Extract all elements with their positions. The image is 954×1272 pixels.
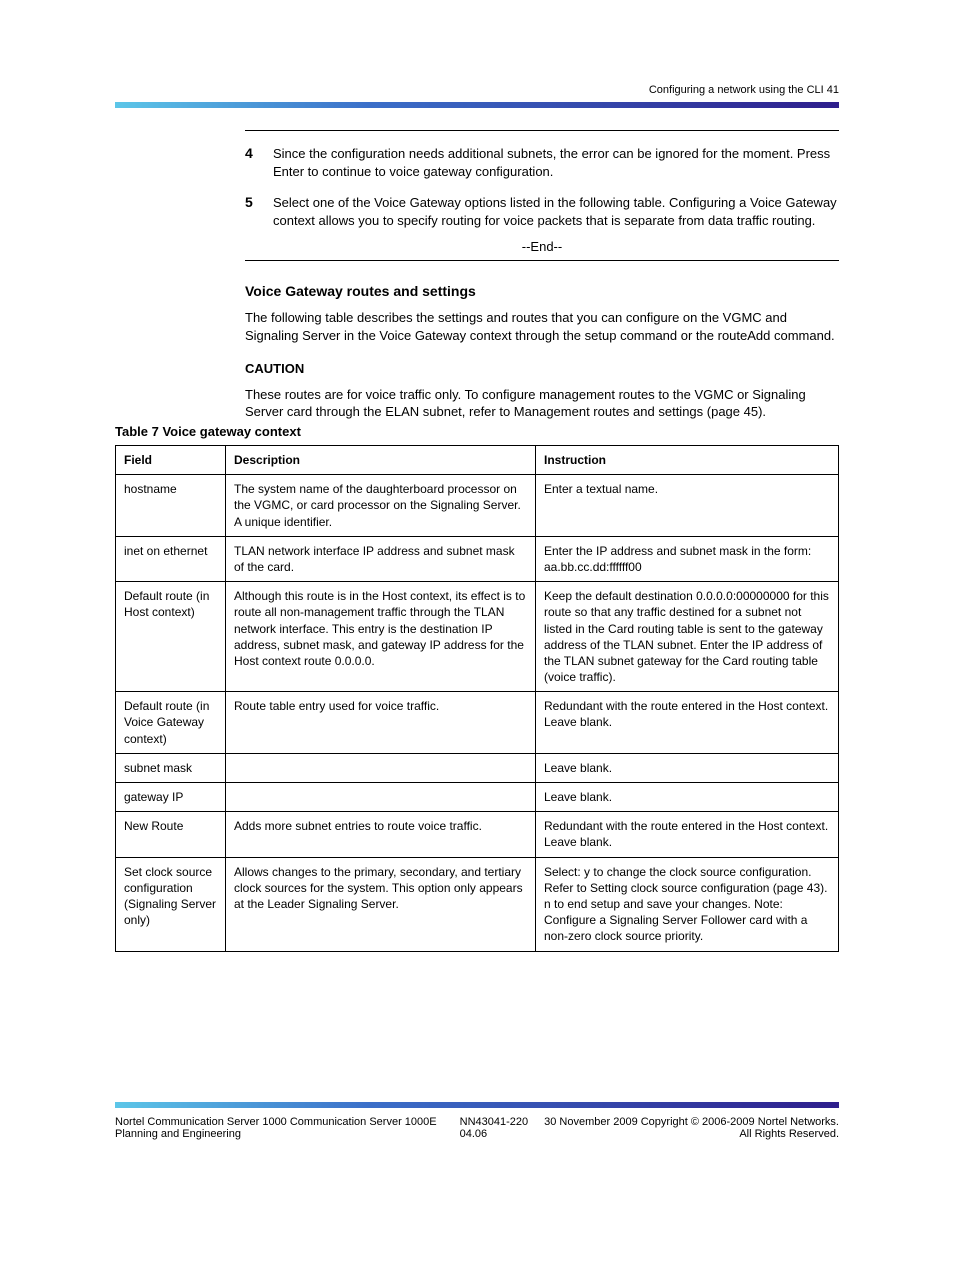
table-cell: Allows changes to the primary, secondary… bbox=[226, 857, 536, 951]
step-4-text: Since the configuration needs additional… bbox=[273, 145, 839, 180]
table-cell bbox=[226, 753, 536, 782]
table-row: Default route (in Host context)Although … bbox=[116, 582, 839, 692]
step-separator-top bbox=[245, 130, 839, 131]
table-cell: Leave blank. bbox=[536, 753, 839, 782]
table-row: Set clock source configuration (Signalin… bbox=[116, 857, 839, 951]
footer-left: Nortel Communication Server 1000 Communi… bbox=[115, 1116, 460, 1140]
caution-block: CAUTION These routes are for voice traff… bbox=[245, 360, 839, 421]
step-5: 5 Select one of the Voice Gateway option… bbox=[245, 194, 839, 229]
table-row: inet on ethernetTLAN network interface I… bbox=[116, 536, 839, 581]
table-cell: Set clock source configuration (Signalin… bbox=[116, 857, 226, 951]
end-marker: --End-- bbox=[245, 239, 839, 254]
table-cell bbox=[226, 783, 536, 812]
table-cell: Redundant with the route entered in the … bbox=[536, 812, 839, 857]
table-cell: subnet mask bbox=[116, 753, 226, 782]
footer-right: 30 November 2009 Copyright © 2006-2009 N… bbox=[535, 1116, 839, 1140]
step-separator-bottom bbox=[245, 260, 839, 261]
table-row: gateway IP Leave blank. bbox=[116, 783, 839, 812]
table-cell: Adds more subnet entries to route voice … bbox=[226, 812, 536, 857]
voice-gateway-heading: Voice Gateway routes and settings bbox=[245, 283, 839, 299]
table-cell: Select: y to change the clock source con… bbox=[536, 857, 839, 951]
step-5-text: Select one of the Voice Gateway options … bbox=[273, 194, 839, 229]
table-header-row: Field Description Instruction bbox=[116, 446, 839, 475]
table-cell: Keep the default destination 0.0.0.0:000… bbox=[536, 582, 839, 692]
table-cell: Default route (in Voice Gateway context) bbox=[116, 692, 226, 754]
voice-gateway-table: Field Description Instruction hostnameTh… bbox=[115, 445, 839, 952]
table-cell: Route table entry used for voice traffic… bbox=[226, 692, 536, 754]
table-title: Table 7 Voice gateway context bbox=[115, 424, 839, 439]
table-header: Instruction bbox=[536, 446, 839, 475]
bottom-gradient-rule bbox=[115, 1102, 839, 1108]
table-header: Field bbox=[116, 446, 226, 475]
table-cell: gateway IP bbox=[116, 783, 226, 812]
table-cell: Redundant with the route entered in the … bbox=[536, 692, 839, 754]
table-cell: Default route (in Host context) bbox=[116, 582, 226, 692]
top-gradient-rule bbox=[115, 102, 839, 108]
table-cell: hostname bbox=[116, 475, 226, 537]
table-cell: Although this route is in the Host conte… bbox=[226, 582, 536, 692]
table-row: Default route (in Voice Gateway context)… bbox=[116, 692, 839, 754]
step-4: 4 Since the configuration needs addition… bbox=[245, 145, 839, 180]
table-cell: New Route bbox=[116, 812, 226, 857]
table-row: subnet mask Leave blank. bbox=[116, 753, 839, 782]
table-header: Description bbox=[226, 446, 536, 475]
table-cell: Leave blank. bbox=[536, 783, 839, 812]
table-cell: inet on ethernet bbox=[116, 536, 226, 581]
voice-gateway-paragraph: The following table describes the settin… bbox=[245, 309, 839, 344]
table-cell: Enter the IP address and subnet mask in … bbox=[536, 536, 839, 581]
step-5-number: 5 bbox=[245, 194, 269, 210]
step-4-number: 4 bbox=[245, 145, 269, 161]
table-cell: Enter a textual name. bbox=[536, 475, 839, 537]
table-cell: TLAN network interface IP address and su… bbox=[226, 536, 536, 581]
table-row: hostnameThe system name of the daughterb… bbox=[116, 475, 839, 537]
caution-label: CAUTION bbox=[245, 361, 304, 376]
page-header: Configuring a network using the CLI 41 bbox=[649, 84, 839, 96]
footer-center: NN43041-220 04.06 bbox=[460, 1116, 536, 1140]
caution-text: These routes are for voice traffic only.… bbox=[245, 386, 839, 421]
table-row: New RouteAdds more subnet entries to rou… bbox=[116, 812, 839, 857]
voice-gateway-table-wrap: Table 7 Voice gateway context Field Desc… bbox=[115, 424, 839, 952]
table-cell: The system name of the daughterboard pro… bbox=[226, 475, 536, 537]
page-footer: Nortel Communication Server 1000 Communi… bbox=[115, 1116, 839, 1140]
